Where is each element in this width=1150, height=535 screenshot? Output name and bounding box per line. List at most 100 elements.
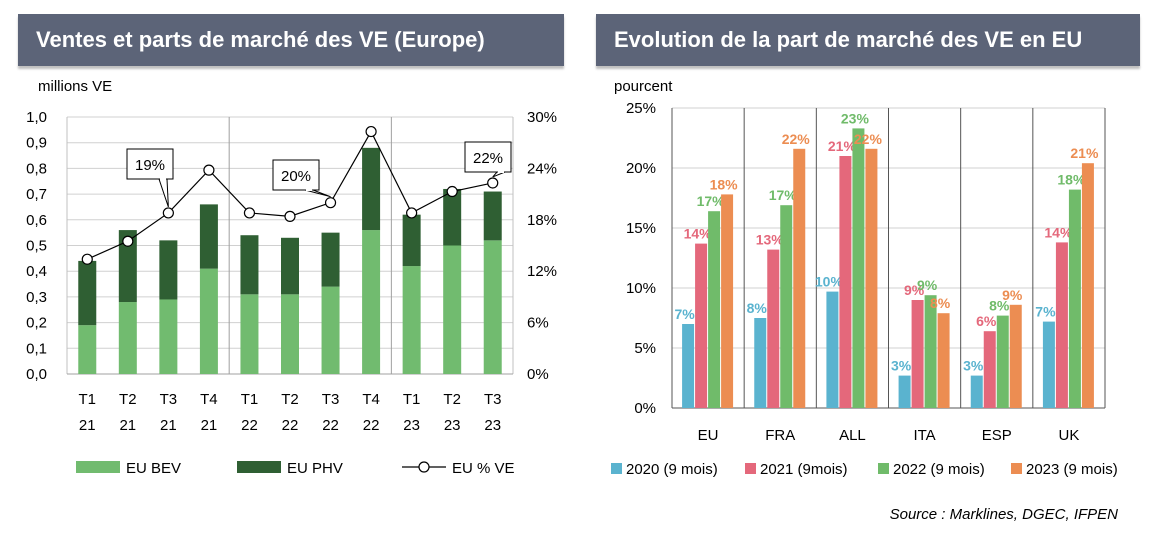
data-label: 9%	[917, 277, 938, 293]
right-chart-title: Evolution de la part de marché des VE en…	[596, 14, 1140, 66]
x-tick-label: UK	[1058, 427, 1079, 444]
x-tick-label: ITA	[913, 427, 935, 444]
x-tick-label: ALL	[839, 427, 866, 444]
bar-2023	[1081, 163, 1094, 408]
x-tick-label: T3	[160, 391, 178, 408]
bar-2021	[911, 300, 924, 408]
y-tick-label: 0,2	[26, 315, 47, 332]
bar-2022	[996, 315, 1009, 408]
bev-bar	[78, 325, 97, 374]
data-label: 9%	[1002, 287, 1023, 303]
left-chart-title: Ventes et parts de marché des VE (Europe…	[18, 14, 564, 66]
x-tick-label: 22	[282, 417, 299, 434]
data-label: 14%	[1044, 224, 1073, 240]
phv-bar	[402, 214, 421, 267]
data-label: 10%	[815, 274, 844, 290]
x-tick-label: FRA	[765, 427, 795, 444]
y2-tick-label: 18%	[527, 212, 557, 229]
phv-bar	[362, 147, 381, 231]
bar-2020	[1042, 321, 1055, 408]
bar-2021	[983, 331, 996, 408]
y-tick-label: 20%	[626, 160, 656, 177]
data-label: 22%	[854, 131, 883, 147]
x-tick-label: 22	[241, 417, 258, 434]
bev-bar	[199, 268, 218, 374]
x-tick-label: EU	[698, 427, 719, 444]
data-label: 21%	[1070, 145, 1099, 161]
data-label: 18%	[710, 176, 739, 192]
x-tick-label: 22	[322, 417, 339, 434]
y-tick-label: 0,8	[26, 160, 47, 177]
legend-label: 2020 (9 mois)	[626, 461, 718, 478]
y2-tick-label: 30%	[527, 109, 557, 126]
phv-bar	[240, 235, 259, 295]
bev-bar	[483, 240, 502, 374]
x-tick-label: T3	[484, 391, 502, 408]
bev-bar	[281, 294, 299, 374]
bar-2020	[970, 375, 983, 408]
bar-2021	[695, 243, 708, 408]
x-tick-label: 23	[484, 417, 501, 434]
bev-bar	[240, 294, 259, 374]
legend-label: EU BEV	[126, 460, 181, 477]
x-tick-label: T1	[241, 391, 259, 408]
y-axis-unit: pourcent	[614, 78, 673, 95]
y2-tick-label: 12%	[527, 263, 557, 280]
x-tick-label: 23	[444, 417, 461, 434]
x-tick-label: 22	[363, 417, 380, 434]
data-label: 17%	[769, 187, 798, 203]
callout-box	[464, 141, 512, 173]
x-tick-label: 21	[160, 417, 177, 434]
bev-bar	[362, 230, 381, 374]
y-tick-label: 0,0	[26, 366, 47, 383]
bar-2021	[839, 156, 852, 408]
callout-box	[126, 148, 174, 180]
y-tick-label: 1,0	[26, 109, 47, 126]
y-tick-label: 5%	[634, 340, 656, 357]
phv-bar	[78, 260, 97, 326]
x-tick-label: T1	[79, 391, 97, 408]
x-tick-label: T2	[443, 391, 461, 408]
y-tick-label: 0,9	[26, 135, 47, 152]
callout-box	[272, 159, 320, 191]
bar-2022	[924, 295, 937, 408]
bar-2023	[721, 194, 734, 408]
legend-swatch	[1011, 463, 1022, 474]
ev-share-point	[284, 210, 296, 222]
data-label: 14%	[684, 226, 713, 242]
bar-2020	[898, 375, 911, 408]
bev-bar	[443, 245, 462, 374]
bar-2021	[1055, 242, 1068, 408]
data-label: 8%	[989, 298, 1010, 314]
legend-swatch-phv	[237, 461, 281, 473]
bar-2022	[852, 128, 865, 408]
callout-label: 19%	[135, 157, 165, 174]
y-tick-label: 15%	[626, 220, 656, 237]
y2-tick-label: 24%	[527, 160, 557, 177]
x-tick-label: 23	[403, 417, 420, 434]
y-tick-label: 0,4	[26, 263, 47, 280]
bar-2023	[937, 313, 950, 408]
callout-label: 20%	[281, 168, 311, 185]
x-tick-label: T4	[362, 391, 380, 408]
source-note: Source : Marklines, DGEC, IFPEN	[889, 506, 1118, 523]
data-label: 8%	[930, 295, 951, 311]
x-tick-label: 21	[119, 417, 136, 434]
y2-tick-label: 0%	[527, 366, 549, 383]
phv-bar	[159, 240, 178, 300]
data-label: 18%	[1057, 172, 1086, 188]
y-tick-label: 0%	[634, 400, 656, 417]
legend-label: 2021 (9mois)	[760, 461, 848, 478]
data-label: 21%	[828, 138, 857, 154]
phv-bar	[281, 237, 299, 295]
ev-share-point	[162, 207, 174, 219]
data-label: 13%	[756, 232, 785, 248]
legend-swatch	[745, 463, 756, 474]
legend-swatch-bev	[76, 461, 120, 473]
bar-2021	[767, 249, 780, 408]
y2-tick-label: 6%	[527, 315, 549, 332]
x-tick-label: T2	[281, 391, 299, 408]
bar-2020	[682, 324, 695, 408]
legend-label: 2023 (9 mois)	[1026, 461, 1118, 478]
ev-share-point	[324, 197, 337, 209]
